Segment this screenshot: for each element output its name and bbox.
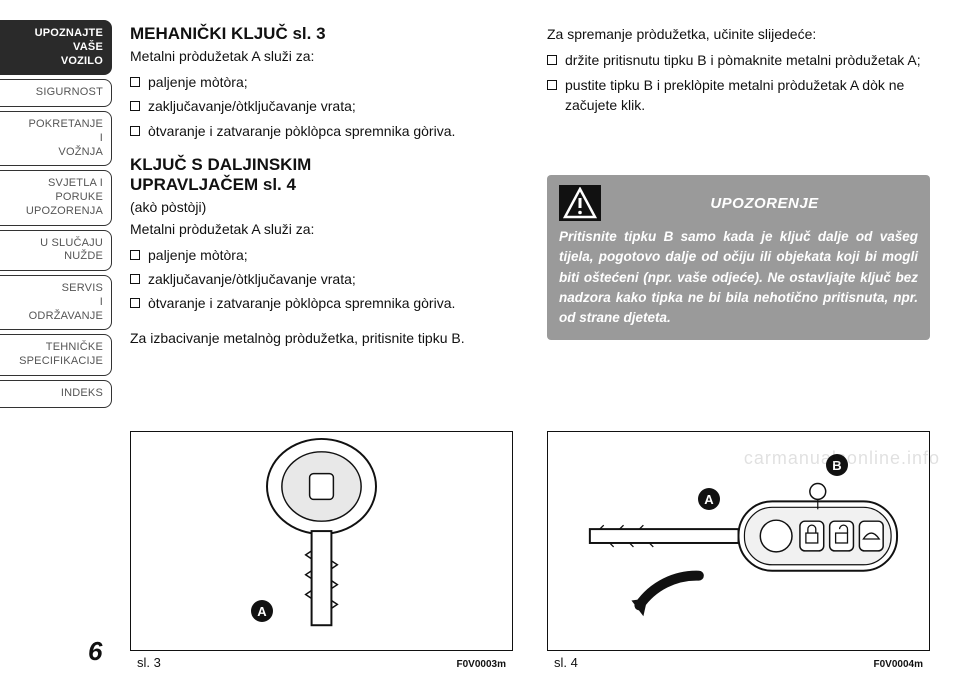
tab-sigurnost[interactable]: SIGURNOST	[0, 79, 112, 107]
key-basic-illustration	[131, 432, 512, 650]
tab-tehnicke[interactable]: TEHNIČKE SPECIFIKACIJE	[0, 334, 112, 376]
tab-indeks[interactable]: INDEKS	[0, 380, 112, 408]
list-1: paljenje mòtòra; zaključavanje/òtključav…	[130, 72, 513, 141]
list-item: paljenje mòtòra;	[148, 245, 513, 265]
list-item: pustite tipku B i preklòpite metalni prò…	[565, 75, 930, 116]
list-item: zaključavanje/òtključavanje vrata;	[148, 96, 513, 116]
list-right: držite pritisnutu tipku B i pòmaknite me…	[547, 50, 930, 115]
tab-servis[interactable]: SERVIS I ODRŽAVANJE	[0, 275, 112, 330]
warning-box: UPOZORENJE Pritisnite tipku B samo kada …	[547, 175, 930, 340]
badge-a: A	[698, 488, 720, 510]
list-item: držite pritisnutu tipku B i pòmaknite me…	[565, 50, 930, 70]
heading-daljinski-1: KLJUČ S DALJINSKIM	[130, 155, 513, 175]
tab-pokretanje[interactable]: POKRETANJE I VOŽNJA	[0, 111, 112, 166]
list-item: zaključavanje/òtključavanje vrata;	[148, 269, 513, 289]
figure-3: A sl. 3 F0V0003m	[130, 431, 513, 651]
warning-triangle-icon	[559, 185, 601, 221]
tab-svjetla[interactable]: SVJETLA I PORUKE UPOZORENJA	[0, 170, 112, 225]
badge-a: A	[251, 600, 273, 622]
heading-daljinski-2: UPRAVLJAČEM sl. 4	[130, 175, 513, 195]
after-list: Za izbacivanje metalnòg pròdužetka, prit…	[130, 328, 513, 348]
tab-nuzde[interactable]: U SLUČAJU NUŽDE	[0, 230, 112, 272]
paren-note: (akò pòstòji)	[130, 199, 513, 215]
list-item: òtvaranje i zatvaranje pòklòpca spremnik…	[148, 293, 513, 313]
figure-caption: sl. 4	[554, 655, 578, 670]
heading-mehanicki: MEHANIČKI KLJUČ sl. 3	[130, 24, 513, 44]
list-item: òtvaranje i zatvaranje pòklòpca spremnik…	[148, 121, 513, 141]
subtitle-2: Metalni pròdužetak A služi za:	[130, 221, 513, 237]
page-number: 6	[88, 636, 102, 667]
right-column: Za spremanje pròdužetka, učinite slijede…	[547, 24, 930, 354]
watermark: carmanualsonline.info	[744, 448, 940, 469]
list-item: paljenje mòtòra;	[148, 72, 513, 92]
warning-body: Pritisnite tipku B samo kada je ključ da…	[559, 227, 918, 328]
figure-caption: sl. 3	[137, 655, 161, 670]
subtitle-1: Metalni pròdužetak A služi za:	[130, 48, 513, 64]
tab-upoznajte[interactable]: UPOZNAJTE VAŠE VOZILO	[0, 20, 112, 75]
figure-code: F0V0004m	[874, 659, 923, 670]
list-2: paljenje mòtòra; zaključavanje/òtključav…	[130, 245, 513, 314]
figure-code: F0V0003m	[457, 659, 506, 670]
sidebar-nav: UPOZNAJTE VAŠE VOZILO SIGURNOST POKRETAN…	[0, 20, 112, 412]
warning-title: UPOZORENJE	[611, 195, 918, 212]
intro-right: Za spremanje pròdužetka, učinite slijede…	[547, 24, 930, 44]
left-column: MEHANIČKI KLJUČ sl. 3 Metalni pròdužetak…	[130, 24, 513, 354]
